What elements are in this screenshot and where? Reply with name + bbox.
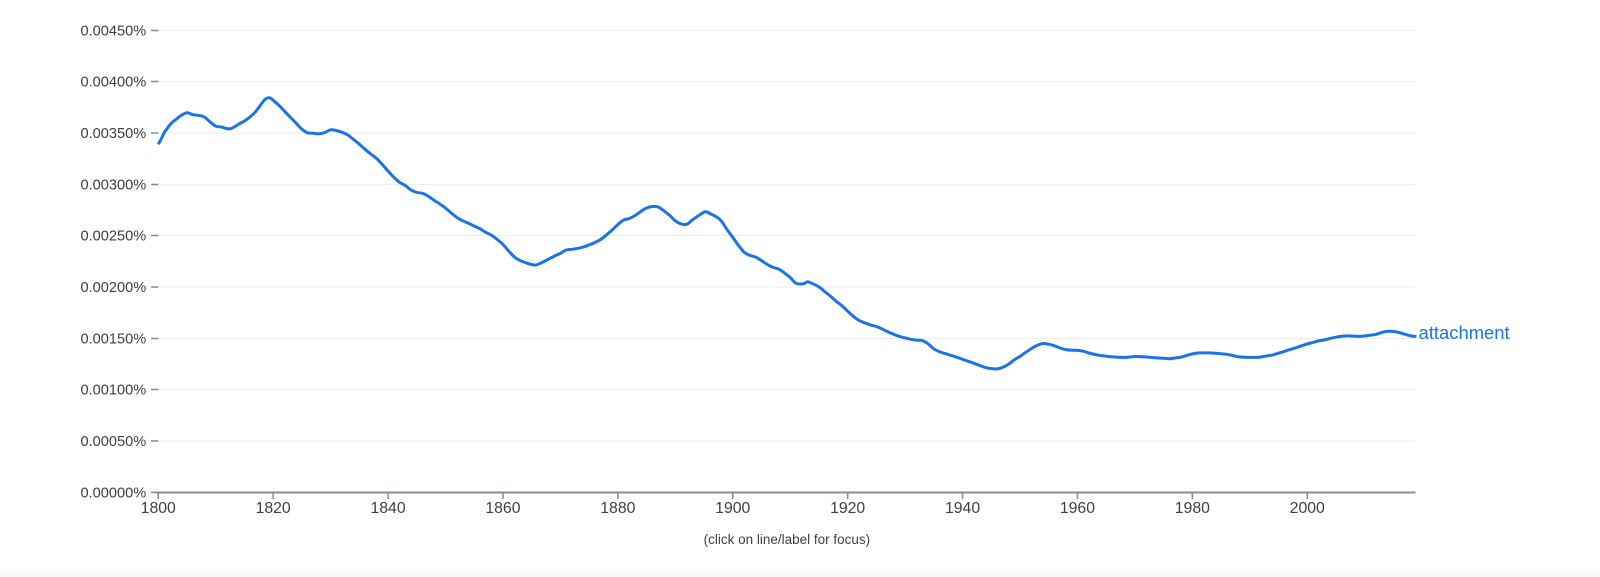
svg-text:0.00300%: 0.00300% — [80, 177, 146, 193]
svg-text:0.00250%: 0.00250% — [80, 228, 146, 244]
svg-text:1940: 1940 — [945, 500, 980, 517]
svg-text:1900: 1900 — [715, 500, 750, 517]
svg-text:1960: 1960 — [1060, 500, 1095, 517]
svg-text:0.00350%: 0.00350% — [80, 126, 146, 142]
svg-text:1880: 1880 — [600, 500, 635, 517]
svg-text:1820: 1820 — [256, 500, 291, 517]
svg-text:(click on line/label for focus: (click on line/label for focus) — [704, 532, 871, 547]
svg-text:0.00200%: 0.00200% — [80, 280, 146, 296]
svg-text:1980: 1980 — [1175, 500, 1210, 517]
svg-text:0.00000%: 0.00000% — [80, 485, 146, 501]
svg-text:0.00450%: 0.00450% — [80, 23, 146, 39]
svg-text:2000: 2000 — [1290, 500, 1325, 517]
svg-text:attachment: attachment — [1419, 322, 1510, 343]
svg-text:0.00150%: 0.00150% — [80, 331, 146, 347]
svg-text:1860: 1860 — [485, 500, 520, 517]
svg-text:1800: 1800 — [141, 500, 176, 517]
svg-text:0.00400%: 0.00400% — [80, 74, 146, 90]
svg-text:1920: 1920 — [830, 500, 865, 517]
svg-text:1840: 1840 — [370, 500, 405, 517]
svg-text:0.00100%: 0.00100% — [80, 382, 146, 398]
svg-text:0.00050%: 0.00050% — [80, 434, 146, 450]
